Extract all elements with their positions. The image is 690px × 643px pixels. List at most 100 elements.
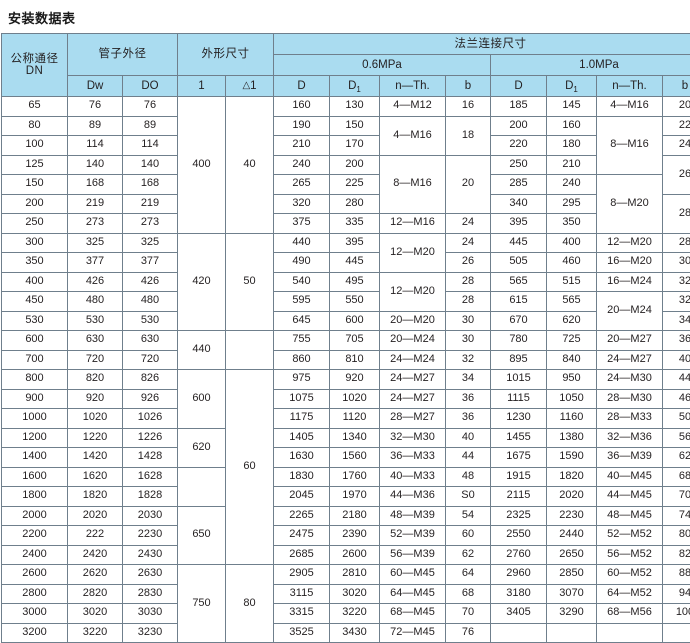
cell-d-10: 895 [491, 350, 547, 370]
cell-dw: 325 [68, 233, 123, 253]
cell-b-10: 26 [663, 155, 690, 194]
cell-nth-06: 20—M20 [380, 311, 446, 331]
cell-d1-06: 445 [330, 253, 380, 273]
cell-d1-06: 2390 [330, 526, 380, 546]
cell-nth-06: 12—M20 [380, 272, 446, 311]
cell-d-06: 440 [274, 233, 330, 253]
cell-nth-10: 16—M20 [597, 253, 663, 273]
header-row-1: 公称通径 DN 管子外径 外形尺寸 法兰连接尺寸 [2, 34, 690, 55]
cell-do: 2030 [123, 506, 178, 526]
cell-d-06: 160 [274, 97, 330, 117]
cell-length: 620 [178, 428, 226, 467]
cell-d1-06: 1760 [330, 467, 380, 487]
cell-d1-10: 3070 [547, 584, 597, 604]
cell-dw: 1420 [68, 448, 123, 468]
cell-nth-06: 48—M39 [380, 506, 446, 526]
cell-nth-06: 56—M39 [380, 545, 446, 565]
cell-d1-06: 130 [330, 97, 380, 117]
header-pressure-06: 0.6MPa [274, 55, 491, 76]
cell-b-06: 64 [446, 565, 491, 585]
cell-d-06: 645 [274, 311, 330, 331]
cell-dw: 168 [68, 175, 123, 195]
cell-d-10: 2325 [491, 506, 547, 526]
cell-d1-06: 2600 [330, 545, 380, 565]
cell-b-10: 20 [663, 97, 690, 117]
cell-d-06: 860 [274, 350, 330, 370]
header-d1-10-sub: 1 [573, 85, 577, 94]
cell-d-06: 210 [274, 136, 330, 156]
cell-nth-06: 44—M36 [380, 487, 446, 507]
cell-d1-10: 565 [547, 292, 597, 312]
cell-b-06: 20 [446, 155, 491, 214]
header-pipe-outer-diameter: 管子外径 [68, 34, 178, 76]
cell-d-10: 3405 [491, 604, 547, 624]
header-delta-l: △1 [226, 76, 274, 97]
cell-d1-10: 400 [547, 233, 597, 253]
cell-dn: 1600 [2, 467, 68, 487]
cell-dw: 222 [68, 526, 123, 546]
cell-d-10: 780 [491, 331, 547, 351]
cell-do: 89 [123, 116, 178, 136]
cell-dn: 150 [2, 175, 68, 195]
cell-b-06: 76 [446, 623, 491, 643]
cell-nth-10: 44—M45 [597, 487, 663, 507]
cell-b-10: 74 [663, 506, 690, 526]
installation-data-page: 安装数据表 公称通径 DN 管子外径 外形尺寸 [0, 0, 690, 611]
cell-delta-length: 60 [226, 370, 274, 565]
header-b-06: b [446, 76, 491, 97]
cell-d1-06: 495 [330, 272, 380, 292]
cell-d1-06: 1340 [330, 428, 380, 448]
cell-nth-06: 64—M45 [380, 584, 446, 604]
cell-dn: 2200 [2, 526, 68, 546]
cell-b-10: 40 [663, 350, 690, 370]
cell-nth-06: 24—M27 [380, 370, 446, 390]
cell-b-06: 26 [446, 253, 491, 273]
cell-nth-06: 28—M27 [380, 409, 446, 429]
cell-dn: 2600 [2, 565, 68, 585]
cell-dn: 250 [2, 214, 68, 234]
cell-d-10: 565 [491, 272, 547, 292]
cell-d-10: 670 [491, 311, 547, 331]
cell-b-10: 32 [663, 272, 690, 292]
cell-b-06: 70 [446, 604, 491, 624]
header-nth-06: n—Th. [380, 76, 446, 97]
cell-dw: 720 [68, 350, 123, 370]
cell-d-10: 395 [491, 214, 547, 234]
cell-b-06: 54 [446, 506, 491, 526]
cell-nth-10: 28—M30 [597, 389, 663, 409]
cell-d1-10: 840 [547, 350, 597, 370]
cell-d1-06: 395 [330, 233, 380, 253]
cell-b-10: 24 [663, 136, 690, 156]
cell-b-10: 32 [663, 292, 690, 312]
cell-d1-06: 200 [330, 155, 380, 175]
cell-nth-06: 32—M30 [380, 428, 446, 448]
cell-d-06: 2265 [274, 506, 330, 526]
cell-do: 530 [123, 311, 178, 331]
cell-dn: 65 [2, 97, 68, 117]
cell-d1-06: 1560 [330, 448, 380, 468]
header-l: 1 [178, 76, 226, 97]
cell-d-10: 185 [491, 97, 547, 117]
cell-dw: 3220 [68, 623, 123, 643]
cell-d1-10: 240 [547, 175, 597, 195]
cell-dw: 89 [68, 116, 123, 136]
cell-d-10: 250 [491, 155, 547, 175]
cell-nth-10: 16—M24 [597, 272, 663, 292]
cell-do: 1026 [123, 409, 178, 429]
cell-d-10: 2115 [491, 487, 547, 507]
cell-do: 1428 [123, 448, 178, 468]
cell-nth-10: 12—M20 [597, 233, 663, 253]
cell-nth-10 [597, 623, 663, 643]
cell-nth-10: 36—M39 [597, 448, 663, 468]
cell-d-06: 190 [274, 116, 330, 136]
cell-dw: 76 [68, 97, 123, 117]
cell-d1-06: 280 [330, 194, 380, 214]
cell-dw: 480 [68, 292, 123, 312]
cell-b-10: 28 [663, 233, 690, 253]
cell-nth-10: 32—M36 [597, 428, 663, 448]
